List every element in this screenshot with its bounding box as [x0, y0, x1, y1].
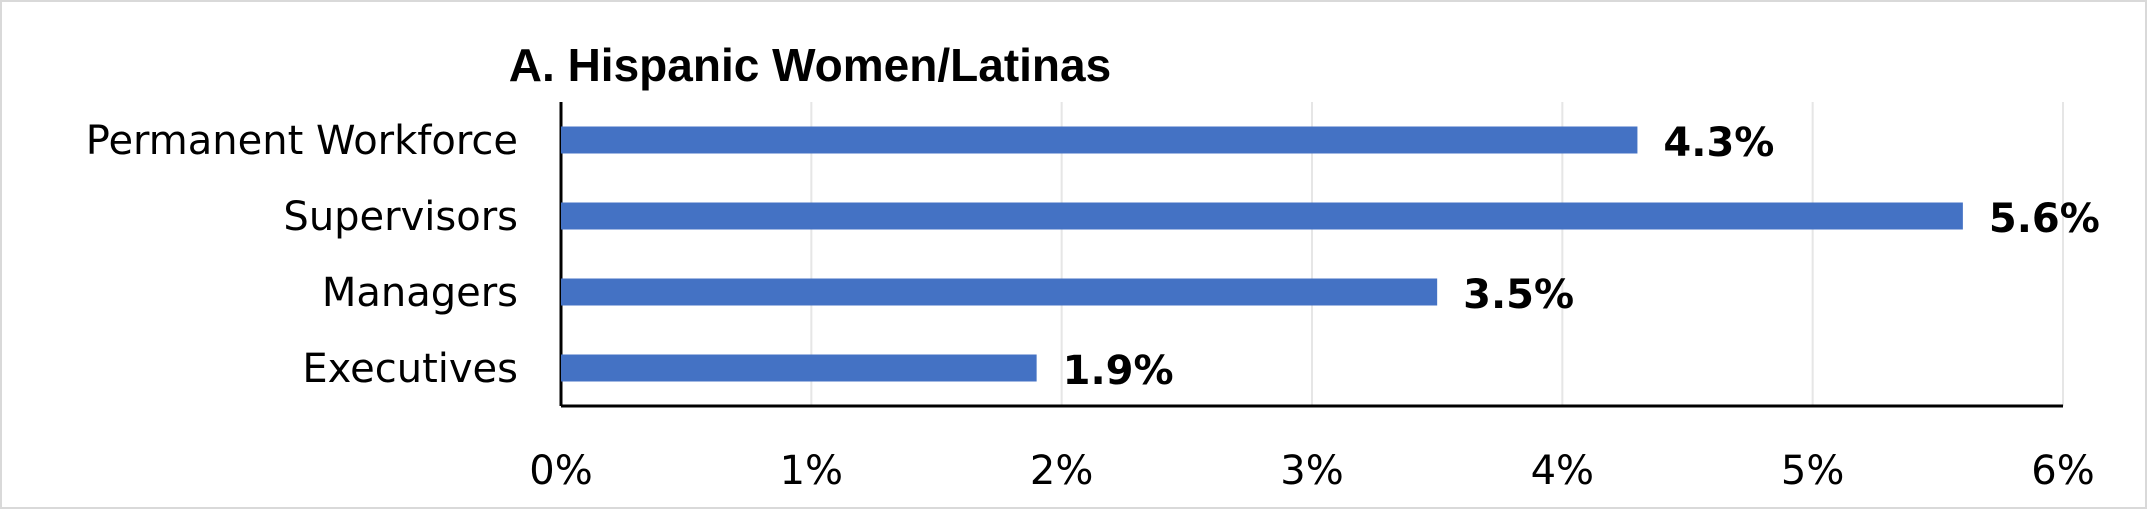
bar — [561, 278, 1438, 306]
x-tick-label: 6% — [2031, 448, 2094, 494]
data-label: 1.9% — [1063, 348, 1174, 394]
data-label: 3.5% — [1463, 272, 1574, 318]
x-tick-label: 1% — [780, 448, 843, 494]
x-tick-label: 5% — [1781, 448, 1844, 494]
bar — [561, 126, 1638, 154]
category-label: Managers — [322, 270, 518, 316]
chart-title: A. Hispanic Women/Latinas — [508, 39, 1112, 91]
category-label: Executives — [302, 346, 518, 392]
data-label: 4.3% — [1663, 120, 1774, 166]
x-tick-label: 2% — [1030, 448, 1093, 494]
x-tick-label: 3% — [1280, 448, 1343, 494]
x-tick-label: 0% — [529, 448, 592, 494]
category-label: Supervisors — [283, 194, 518, 240]
category-label: Permanent Workforce — [86, 118, 518, 164]
data-label: 5.6% — [1989, 196, 2100, 242]
bar — [561, 354, 1037, 382]
x-tick-label: 4% — [1531, 448, 1594, 494]
bar — [561, 202, 1963, 230]
